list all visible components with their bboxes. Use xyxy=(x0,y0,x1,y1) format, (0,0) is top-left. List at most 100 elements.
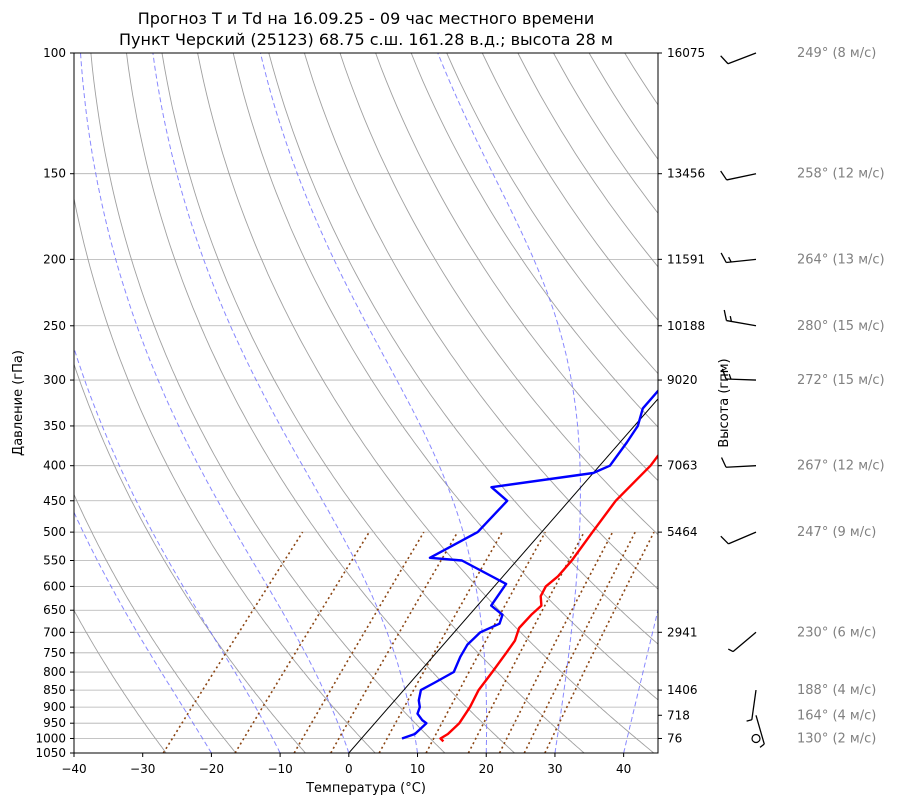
wind-label: 267° (12 м/с) xyxy=(797,459,885,474)
moist-adiabat xyxy=(152,53,418,753)
wind-barb xyxy=(723,309,757,327)
dry-adiabat xyxy=(74,609,167,753)
thermo-background xyxy=(74,53,900,753)
dry-adiabat xyxy=(339,53,658,536)
wind-barb xyxy=(720,531,757,545)
y-axis-label: Давление (гПа) xyxy=(11,350,26,456)
dry-adiabat xyxy=(90,53,446,753)
moist-adiabat xyxy=(259,53,488,753)
y-tick-label: 550 xyxy=(43,554,66,568)
wind-barb xyxy=(755,715,765,748)
dry-adiabat xyxy=(481,53,658,321)
x-tick-label: −30 xyxy=(130,762,155,776)
x-tick-label: 10 xyxy=(410,762,425,776)
y-tick-label: 650 xyxy=(43,603,66,617)
dry-adiabat xyxy=(232,53,658,701)
wind-barb xyxy=(721,368,757,381)
height-tick-label: 7063 xyxy=(667,459,698,473)
wind-barb xyxy=(720,52,757,65)
barb-full xyxy=(720,55,729,65)
wind-label: 264° (13 м/с) xyxy=(797,252,885,267)
wind-label: 249° (8 м/с) xyxy=(797,46,876,61)
barb-full xyxy=(720,535,729,545)
dry-adiabat xyxy=(660,53,900,753)
height-tick-label: 5464 xyxy=(667,525,698,539)
y-tick-label: 800 xyxy=(43,665,66,679)
height-tick-label: 76 xyxy=(667,731,682,745)
barb-full xyxy=(720,457,727,468)
moist-adiabat xyxy=(623,607,658,753)
chart-title: Прогноз T и Td на 16.09.25 - 09 час мест… xyxy=(138,9,594,28)
x-tick-label: −10 xyxy=(267,762,292,776)
barb-staff xyxy=(755,715,765,745)
barb-half xyxy=(729,316,733,322)
dry-adiabat xyxy=(410,53,658,428)
y-tick-label: 850 xyxy=(43,683,66,697)
pressure-grid xyxy=(74,52,658,754)
y-tick-label: 1000 xyxy=(35,731,66,745)
wind-label: 258° (12 м/с) xyxy=(797,167,885,182)
height-tick-label: 9020 xyxy=(667,373,698,387)
height-tick-label: 1406 xyxy=(667,683,698,697)
mixing-ratio-line xyxy=(544,531,655,753)
wind-barb xyxy=(751,733,761,744)
barb-half xyxy=(746,719,752,722)
height-tick-label: 10188 xyxy=(667,319,705,333)
sounding-lines xyxy=(401,389,658,743)
dry-adiabat xyxy=(268,53,658,645)
y-tick-label: 750 xyxy=(43,646,66,660)
dry-adiabat xyxy=(767,53,900,753)
dry-adiabat xyxy=(803,53,900,753)
barb-staff xyxy=(728,531,757,545)
y-tick-label: 350 xyxy=(43,419,66,433)
x-tick-label: 20 xyxy=(479,762,494,776)
x-tick-label: −40 xyxy=(61,762,86,776)
plot-frame xyxy=(73,52,659,754)
barb-staff xyxy=(751,690,757,720)
height-tick-label: 718 xyxy=(667,708,690,722)
wind-label: 280° (15 м/с) xyxy=(797,319,885,334)
moist-adiabat xyxy=(80,53,350,753)
barb-half xyxy=(728,373,732,380)
barb-full xyxy=(720,252,727,263)
wind-barb xyxy=(720,252,757,264)
barb-staff xyxy=(732,631,757,653)
dry-adiabat xyxy=(446,53,658,375)
barb-full xyxy=(721,368,727,380)
y-tick-label: 200 xyxy=(43,252,66,266)
height-tick-label: 16075 xyxy=(667,46,705,60)
y-tick-label: 500 xyxy=(43,525,66,539)
dry-adiabat xyxy=(197,53,655,753)
y-tick-label: 300 xyxy=(43,373,66,387)
barb-staff xyxy=(727,52,757,65)
dry-adiabat xyxy=(303,53,658,590)
wind-barb xyxy=(746,690,757,722)
wind-label: 272° (15 м/с) xyxy=(797,373,885,388)
y-tick-label: 1050 xyxy=(35,746,66,760)
barb-half xyxy=(727,648,734,653)
barb-staff xyxy=(726,465,757,468)
dry-adiabat xyxy=(74,196,376,753)
wind-label: 164° (4 м/с) xyxy=(797,708,876,723)
dry-adiabat xyxy=(731,53,900,753)
zero-isotherm xyxy=(348,398,658,753)
x-tick-label: 0 xyxy=(345,762,353,776)
barb-full xyxy=(723,309,728,321)
mixing-ratio-line xyxy=(293,531,425,753)
axes-ticks: −40 −30 −20 −10 0 10 20 30 40 100 150 200 250 300 350 4… xyxy=(35,46,705,776)
height-tick-label: 13456 xyxy=(667,167,705,181)
wind-label: 130° (2 м/с) xyxy=(797,731,876,746)
wind-label: 188° (4 м/с) xyxy=(797,683,876,698)
dry-adiabat xyxy=(624,53,658,106)
chart-subtitle: Пункт Черский (25123) 68.75 с.ш. 161.28 … xyxy=(119,30,613,49)
dry-adiabat xyxy=(74,493,237,753)
wind-label: 230° (6 м/с) xyxy=(797,625,876,640)
series-td xyxy=(401,389,658,740)
x-tick-label: −20 xyxy=(199,762,224,776)
mixing-ratio-line xyxy=(162,531,304,753)
x-tick-label: 30 xyxy=(547,762,562,776)
y-tick-label: 100 xyxy=(43,46,66,60)
height-axis-label: Высота (гпм) xyxy=(717,358,732,447)
mixing-ratio-line xyxy=(330,531,459,753)
mixing-ratio-line xyxy=(467,531,585,753)
